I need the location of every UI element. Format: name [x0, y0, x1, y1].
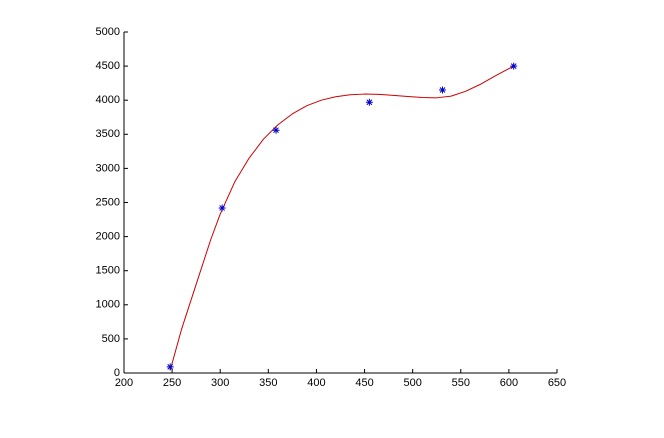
y-tick-label: 3000 [96, 162, 120, 174]
y-tick-label: 1000 [96, 299, 120, 311]
x-tick-label: 450 [355, 377, 373, 389]
data-point [218, 204, 226, 212]
x-tick-label: 600 [500, 377, 518, 389]
y-tick-label: 5000 [96, 26, 120, 38]
y-tick-label: 500 [102, 333, 120, 345]
data-point [166, 363, 174, 371]
data-point [438, 86, 446, 94]
y-tick-label: 2500 [96, 196, 120, 208]
y-tick-label: 3500 [96, 128, 120, 140]
y-tick-label: 4000 [96, 94, 120, 106]
fit-curve [169, 65, 514, 371]
y-tick-label: 4500 [96, 60, 120, 72]
x-tick-label: 550 [452, 377, 470, 389]
x-tick-label: 300 [211, 377, 229, 389]
data-point [510, 62, 518, 70]
x-tick-label: 250 [163, 377, 181, 389]
x-tick-label: 350 [259, 377, 277, 389]
x-tick-label: 400 [307, 377, 325, 389]
y-tick-label: 2000 [96, 231, 120, 243]
x-tick-label: 650 [548, 377, 566, 389]
y-tick-label: 1500 [96, 265, 120, 277]
x-tick-label: 200 [115, 377, 133, 389]
data-point [365, 98, 373, 106]
data-point [272, 126, 280, 134]
x-tick-label: 500 [403, 377, 421, 389]
y-tick-label: 0 [114, 367, 120, 379]
